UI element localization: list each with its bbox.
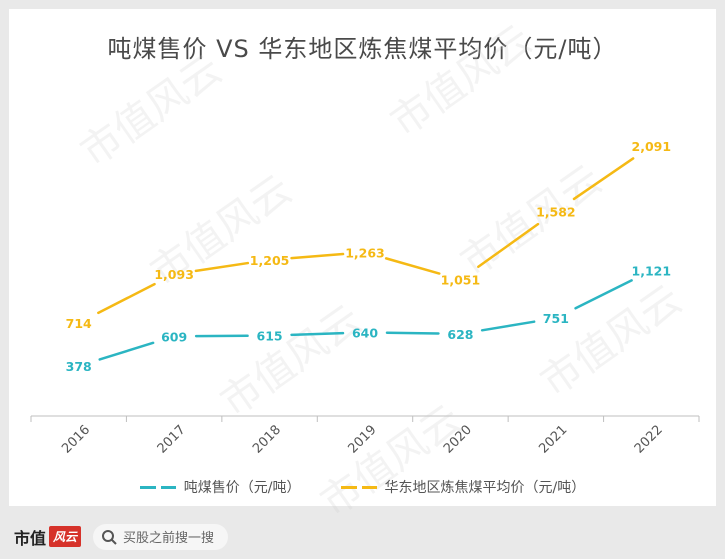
data-label: 2,091 (632, 139, 672, 154)
data-label: 609 (161, 329, 187, 344)
data-label: 1,121 (632, 264, 672, 279)
legend-entry: 华东地区炼焦煤平均价（元/吨） (340, 477, 586, 497)
series-line-segment (98, 341, 155, 361)
data-label: 714 (66, 316, 92, 331)
legend-entry: 吨煤售价（元/吨） (139, 477, 301, 497)
legend-swatch (139, 485, 176, 489)
data-label: 1,205 (250, 253, 290, 268)
x-tick-label: 2021 (536, 423, 570, 457)
x-tick-label: 2016 (59, 423, 93, 457)
series-line-segment (480, 320, 536, 332)
data-label: 1,263 (345, 245, 385, 260)
x-tick-label: 2019 (346, 423, 380, 457)
data-label: 1,051 (441, 273, 481, 288)
legend-label: 吨煤售价（元/吨） (183, 480, 301, 496)
chart-title: 吨煤售价 VS 华东地区炼焦煤平均价（元/吨） (107, 35, 618, 63)
series-line-segment (572, 157, 635, 201)
data-label: 751 (543, 311, 569, 326)
x-tick-label: 2020 (441, 423, 475, 457)
data-label: 1,093 (154, 267, 194, 282)
brand-logo: 市值 风云 (14, 525, 82, 549)
series-line-segment (477, 222, 540, 269)
series-line-segment (385, 331, 440, 335)
data-label: 378 (66, 359, 92, 374)
x-tick-label: 2018 (250, 423, 284, 457)
series-line-segment (574, 279, 633, 310)
brand-text: 市值 (14, 528, 47, 548)
data-label: 628 (447, 327, 473, 342)
chart-legend: 吨煤售价（元/吨） 华东地区炼焦煤平均价（元/吨） (9, 477, 716, 497)
data-label: 640 (352, 325, 378, 340)
search-box[interactable]: 买股之前搜一搜 (93, 523, 229, 550)
series-line-segment (97, 282, 156, 315)
search-icon (102, 529, 117, 545)
footer-bar: 市值 风云 买股之前搜一搜 (0, 514, 725, 559)
x-tick-label: 2022 (632, 423, 666, 457)
x-tick-label: 2017 (155, 423, 189, 457)
legend-swatch (340, 485, 377, 489)
data-label: 1,582 (536, 204, 576, 219)
brand-badge: 风云 (49, 526, 82, 547)
series-line-segment (290, 331, 345, 337)
series-line-segment (384, 257, 441, 275)
search-text: 买股之前搜一搜 (123, 531, 215, 546)
legend-label: 华东地区炼焦煤平均价（元/吨） (384, 480, 586, 496)
line-chart: 2016 2017 2018 2019 2020 2021 2022 378 609 615 640… (30, 139, 700, 457)
series-line-segment (290, 252, 345, 260)
series-line-segment (194, 261, 250, 273)
chart-card: 吨煤售价 VS 华东地区炼焦煤平均价（元/吨） 市值风云 市值风云 市值风云 市… (9, 9, 716, 526)
data-label: 615 (257, 329, 283, 344)
